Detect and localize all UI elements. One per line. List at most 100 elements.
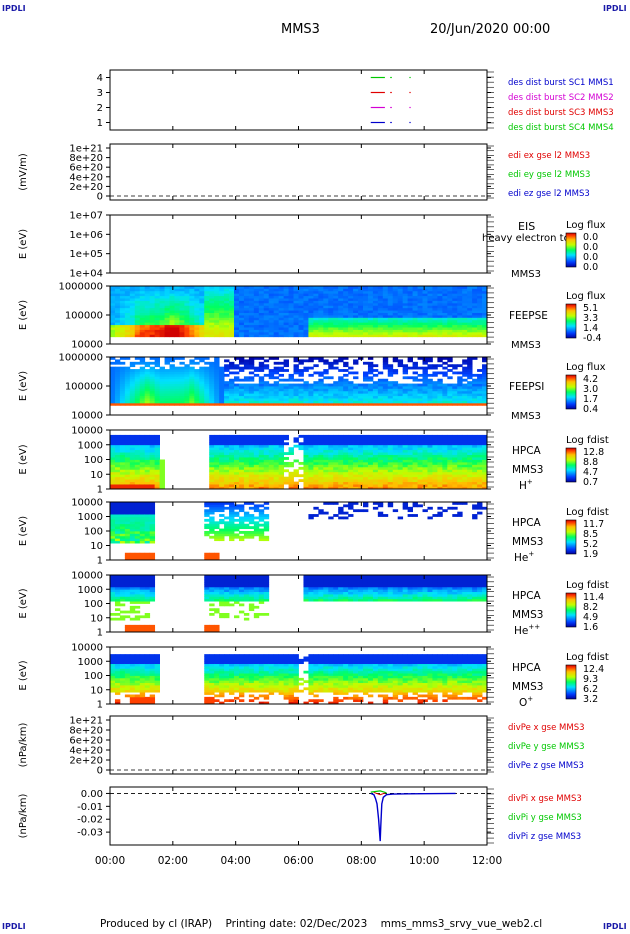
spectrogram-cell — [209, 464, 215, 468]
spectrogram-cell — [392, 442, 399, 446]
spectrogram-cell — [139, 471, 146, 475]
spectrogram-cell — [248, 459, 255, 463]
spectrogram-cell — [110, 366, 116, 370]
spectrogram-cell — [248, 378, 255, 382]
spectrogram-cell — [402, 317, 409, 321]
spectrogram-cell — [427, 447, 433, 451]
spectrogram-cell — [447, 395, 453, 399]
spectrogram-cell — [382, 298, 389, 301]
spectrogram-cell — [387, 293, 394, 297]
spectrogram-cell — [288, 334, 294, 338]
spectrogram-cell — [248, 327, 255, 330]
spectrogram-cell — [313, 444, 319, 448]
spectrogram-cell — [362, 288, 369, 292]
spectrogram-cell — [248, 474, 255, 478]
spectrogram-cell — [457, 466, 463, 470]
spectrogram-cell — [268, 386, 275, 389]
spectrogram-cell — [243, 531, 250, 534]
spectrogram-cell — [452, 315, 458, 318]
spectrogram-cell — [194, 290, 200, 294]
spectrogram-cell — [328, 439, 334, 443]
spectrogram-cell — [477, 486, 483, 490]
spectrogram-cell — [129, 302, 136, 306]
spectrogram-cell — [129, 461, 136, 465]
spectrogram-cell — [169, 393, 175, 397]
spectrogram-cell — [248, 324, 255, 328]
spectrogram-cell — [258, 449, 265, 453]
spectrogram-cell — [482, 390, 488, 394]
spectrogram-cell — [387, 369, 394, 372]
spectrogram-cell — [412, 439, 418, 443]
spectrogram-cell — [477, 449, 483, 453]
spectrogram-cell — [169, 388, 175, 392]
spectrogram-cell — [318, 476, 324, 480]
spectrogram-cell — [348, 514, 354, 517]
spectrogram-cell — [437, 476, 443, 480]
spectrogram-cell — [263, 317, 270, 321]
spectrogram-cell — [139, 552, 146, 556]
spectrogram-cell — [457, 329, 463, 333]
spectrogram-cell — [114, 439, 121, 443]
spectrogram-cell — [452, 506, 458, 510]
spectrogram-cell — [417, 398, 423, 401]
spectrogram-cell — [154, 381, 160, 384]
spectrogram-cell — [367, 402, 374, 406]
spectrogram-cell — [268, 459, 275, 463]
spectrogram-cell — [447, 315, 453, 318]
spectrogram-cell — [110, 538, 116, 542]
spectrogram-cell — [362, 400, 369, 404]
spectrogram-cell — [402, 454, 409, 458]
species-label: He+ — [514, 550, 534, 564]
spectrogram-cell — [462, 331, 468, 335]
spectrogram-cell — [154, 324, 160, 328]
spectrogram-cell — [452, 388, 458, 392]
spectrogram-cell — [268, 388, 275, 392]
spectrogram-cell — [209, 390, 215, 394]
spectrogram-cell — [184, 324, 190, 328]
spectrogram-cell — [298, 383, 304, 387]
spectrogram-cell — [134, 511, 141, 515]
spectrogram-cell — [110, 312, 116, 316]
spectrogram-cell — [114, 444, 121, 448]
spectrogram-cell — [139, 476, 146, 480]
spectrogram-cell — [328, 300, 334, 304]
spectrogram-cell — [467, 486, 473, 490]
spectrogram-cell — [238, 302, 245, 306]
spectrogram-cell — [179, 388, 185, 392]
spectrogram-cell — [328, 454, 334, 458]
spectrogram-cell — [219, 457, 225, 460]
spectrogram-cell — [372, 300, 379, 304]
spectrogram-cell — [263, 437, 270, 441]
spectrogram-cell — [412, 331, 418, 335]
spectrogram-cell — [333, 437, 339, 441]
spectrogram-cell — [422, 371, 428, 375]
spectrogram-cell — [417, 466, 423, 470]
spectrogram-cell — [407, 315, 413, 318]
spectrogram-cell — [263, 300, 270, 304]
spectrogram-cell — [472, 479, 478, 483]
spectrogram-cell — [243, 452, 250, 455]
spectrogram-cell — [253, 298, 260, 301]
spectrogram-cell — [382, 447, 389, 451]
spectrogram-cell — [313, 300, 319, 304]
spectrogram-cell — [248, 293, 255, 297]
spectrogram-cell — [253, 324, 260, 328]
spectrogram-cell — [328, 386, 334, 389]
spectrogram-cell — [397, 402, 404, 406]
spectrogram-cell — [248, 437, 255, 441]
spectrogram-cell — [263, 444, 270, 448]
spectrogram-cell — [204, 386, 210, 389]
spectrogram-cell — [318, 509, 324, 513]
spectrogram-cell — [268, 298, 275, 301]
spectrogram-cell — [472, 464, 478, 468]
spectrogram-cell — [372, 329, 379, 333]
spectrogram-cell — [382, 307, 389, 311]
spectrogram-cell — [243, 310, 250, 313]
spectrogram-cell — [313, 402, 319, 406]
spectrogram-cell — [214, 454, 220, 458]
spectrogram-cell — [313, 514, 319, 517]
spectrogram-cell — [353, 286, 359, 289]
spectrogram-cell — [253, 521, 260, 525]
spectrogram-cell — [243, 327, 250, 330]
spectrogram-cell — [224, 388, 230, 392]
